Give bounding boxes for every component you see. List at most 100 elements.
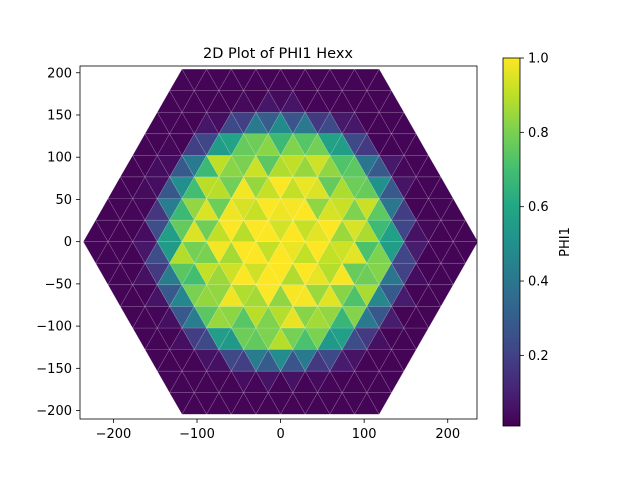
hex-cell bbox=[156, 305, 183, 329]
y-tick-label: 200 bbox=[47, 66, 72, 81]
y-tick-label: −200 bbox=[36, 404, 72, 419]
hex-cell bbox=[428, 219, 454, 242]
y-tick-label: −100 bbox=[36, 320, 72, 335]
hex-cell bbox=[132, 176, 158, 199]
hex-cell bbox=[181, 305, 208, 329]
colorbar-tick-label: 0.8 bbox=[528, 126, 549, 141]
hex-cell bbox=[132, 133, 158, 156]
hex-cell bbox=[243, 284, 269, 307]
hex-cell bbox=[317, 111, 343, 135]
x-tick-label: −100 bbox=[179, 427, 215, 442]
hex-cell bbox=[354, 348, 380, 372]
hex-cell bbox=[366, 241, 392, 264]
hex-cell bbox=[317, 327, 343, 350]
x-tick-label: 0 bbox=[276, 427, 284, 442]
hex-cell bbox=[169, 111, 195, 135]
hex-cell bbox=[354, 305, 380, 329]
hex-cell bbox=[132, 219, 158, 242]
chart-title: 2D Plot of PHI1 Hexx bbox=[203, 46, 353, 62]
hex-cell bbox=[354, 262, 380, 286]
colorbar-tick-label: 0.6 bbox=[528, 200, 549, 215]
y-tick-label: 0 bbox=[64, 235, 72, 250]
x-axis: −200 −100 0 100 200 bbox=[96, 419, 460, 442]
hex-cell bbox=[391, 154, 417, 178]
hex-cell bbox=[243, 370, 269, 393]
hex-cell bbox=[280, 176, 306, 199]
hex-cell bbox=[169, 327, 195, 350]
hex-cell bbox=[317, 284, 343, 307]
hex-cell bbox=[378, 90, 405, 113]
hex-cell bbox=[354, 90, 380, 113]
hex-cell bbox=[317, 154, 343, 178]
y-tick-label: 100 bbox=[47, 151, 72, 166]
hex-cell bbox=[304, 133, 331, 156]
hex-cell bbox=[403, 305, 429, 329]
hex-cell bbox=[132, 262, 158, 286]
hex-cell bbox=[280, 392, 306, 415]
hex-cell bbox=[230, 305, 257, 329]
hex-cell bbox=[280, 68, 306, 92]
hex-cell bbox=[169, 197, 195, 221]
hex-cell bbox=[354, 392, 380, 415]
hex-cell bbox=[366, 68, 392, 91]
hex-cell-grid bbox=[82, 68, 477, 415]
hex-cell bbox=[156, 133, 183, 156]
colorbar bbox=[502, 57, 521, 427]
hex-cell bbox=[132, 305, 158, 329]
hex-cell bbox=[366, 370, 392, 393]
hex-cell bbox=[280, 219, 306, 242]
hex-cell bbox=[317, 241, 343, 264]
hex-cell bbox=[193, 370, 220, 393]
x-tick-label: 200 bbox=[435, 427, 460, 442]
hex-cell bbox=[440, 241, 466, 264]
plot-frame bbox=[79, 65, 478, 420]
hex-cell bbox=[230, 133, 257, 156]
hex-cell bbox=[280, 90, 306, 113]
hex-cell bbox=[354, 219, 380, 242]
hex-cell bbox=[243, 197, 269, 221]
x-tick-label: 100 bbox=[352, 427, 377, 442]
hex-cell bbox=[280, 133, 306, 156]
hex-cell bbox=[440, 197, 466, 221]
hex-cell bbox=[206, 305, 232, 329]
hex-cell bbox=[428, 176, 454, 199]
hex-cell bbox=[169, 241, 195, 264]
hex-cell bbox=[243, 241, 269, 264]
hex-cell bbox=[243, 68, 269, 91]
hex-cell bbox=[169, 370, 195, 393]
hex-cell bbox=[95, 241, 121, 264]
hex-cell bbox=[391, 284, 417, 307]
hex-cell bbox=[403, 133, 429, 156]
hex-cell bbox=[391, 197, 417, 221]
hex-cell bbox=[391, 241, 417, 264]
hex-cell bbox=[317, 370, 343, 393]
hex-cell bbox=[218, 370, 245, 393]
hex-cell bbox=[391, 327, 417, 350]
hex-cell bbox=[169, 154, 195, 178]
hex-cell bbox=[341, 241, 368, 264]
colorbar-tick-label: 1.0 bbox=[528, 52, 549, 67]
hex-cell bbox=[280, 305, 306, 329]
y-axis: −200 −150 −100 −50 0 50 100 150 200 bbox=[36, 66, 80, 419]
colorbar-tick-label: 0.2 bbox=[528, 349, 549, 364]
y-tick-label: −50 bbox=[45, 277, 72, 292]
hex-cell bbox=[304, 305, 331, 329]
hex-cell bbox=[243, 154, 269, 178]
hex-cell bbox=[317, 197, 343, 221]
y-tick-label: −150 bbox=[36, 362, 72, 377]
hex-cell bbox=[354, 176, 380, 199]
hex-cell bbox=[193, 241, 220, 264]
hex-cell bbox=[280, 348, 306, 372]
y-tick-label: 150 bbox=[47, 108, 72, 123]
hex-cell bbox=[267, 370, 294, 393]
hex-cell bbox=[243, 327, 269, 350]
hex-cell bbox=[243, 111, 269, 135]
hex-cell bbox=[391, 111, 417, 135]
hex-cell bbox=[452, 219, 477, 242]
hex-cell bbox=[280, 262, 306, 286]
colorbar-axis: 0.2 0.4 0.6 0.8 1.0 bbox=[520, 52, 549, 364]
hex-cell bbox=[354, 133, 380, 156]
hex-cell bbox=[317, 68, 343, 91]
hex-cell bbox=[267, 241, 294, 264]
